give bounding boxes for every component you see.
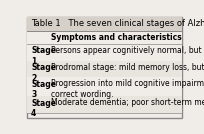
FancyBboxPatch shape <box>27 61 182 77</box>
FancyBboxPatch shape <box>27 31 182 44</box>
Text: Progression into mild cognitive impairment (MCI). Individuals
correct wording.: Progression into mild cognitive impairme… <box>51 79 204 99</box>
Text: Moderate dementia; poor short-term memory. Individuals forge: Moderate dementia; poor short-term memor… <box>51 98 204 107</box>
FancyBboxPatch shape <box>27 96 182 113</box>
FancyBboxPatch shape <box>27 44 182 61</box>
Text: Prodromal stage: mild memory loss, but generally this is indisti: Prodromal stage: mild memory loss, but g… <box>51 63 204 72</box>
Text: Stage
4: Stage 4 <box>31 99 56 118</box>
FancyBboxPatch shape <box>27 77 182 96</box>
FancyBboxPatch shape <box>27 17 182 118</box>
Text: Stage
3: Stage 3 <box>31 80 56 99</box>
FancyBboxPatch shape <box>27 17 182 31</box>
Text: Symptoms and characteristics: Symptoms and characteristics <box>51 33 182 42</box>
Text: Stage
1: Stage 1 <box>31 46 56 66</box>
Text: Table 1   The seven clinical stages of Alzheimer’s disease (G: Table 1 The seven clinical stages of Alz… <box>31 19 204 28</box>
Text: Persons appear cognitively normal, but pathological changes ar: Persons appear cognitively normal, but p… <box>51 46 204 55</box>
Text: Stage
2: Stage 2 <box>31 63 56 83</box>
